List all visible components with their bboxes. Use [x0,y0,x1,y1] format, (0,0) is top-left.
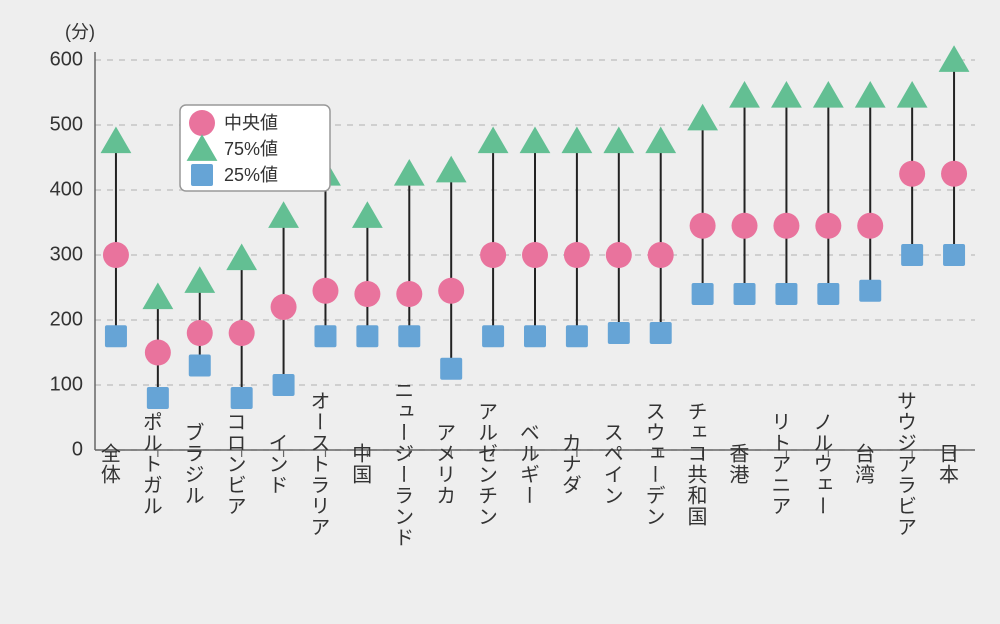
x-tick-label: リトアニア [768,412,790,517]
x-tick-label: アメリカ [433,422,455,506]
x-tick-label: インド [265,433,287,496]
y-tick-label: 0 [72,438,83,460]
x-tick-label: スウェーデン [642,401,664,527]
x-tick-label: アルゼンチン [475,401,497,527]
x-tick-label: ブラジル [181,422,203,506]
legend-item-label: 75%値 [224,139,278,159]
y-tick-label: 500 [50,113,83,135]
x-tick-label: オーストラリア [307,391,329,538]
x-tick-label: 香港 [726,443,749,485]
x-tick-label: チェコ共和国 [684,401,707,527]
y-tick-label: 300 [50,243,83,265]
data-series [101,45,970,409]
x-tick-label: ポルトガル [139,411,161,516]
legend: 中央値 75%値 25%値 [180,105,330,191]
x-tick-label: 全体 [97,443,120,485]
chart-svg: 0 100 200 300 400 500 600 (分) 全体ポルトガルブラジルコロンビアイン… [0,0,1000,624]
x-tick-label: ノルウェー [810,412,832,517]
y-tick-label: 200 [50,308,83,330]
x-tick-label: ベルギー [516,422,538,506]
chart-container: 0 100 200 300 400 500 600 (分) 全体ポルトガルブラジルコロンビアイン… [0,0,1000,624]
legend-item-label: 中央値 [224,113,278,133]
x-tick-label: カナダ [558,433,580,496]
y-axis-title: (分) [65,22,95,42]
y-tick-label: 400 [50,178,83,200]
x-tick-label: 台湾 [852,443,875,485]
x-tick-label: ニュージーランド [391,380,413,548]
legend-item-label: 25%値 [224,165,278,185]
y-tick-label: 100 [50,373,83,395]
x-tick-label: 中国 [349,443,371,485]
x-tick-label: コロンビア [223,412,245,517]
x-tick-label: サウジアラビア [894,391,916,538]
x-tick-label: 日本 [935,443,958,485]
y-tick-label: 600 [50,48,83,70]
x-tick-label: スペイン [600,422,622,506]
